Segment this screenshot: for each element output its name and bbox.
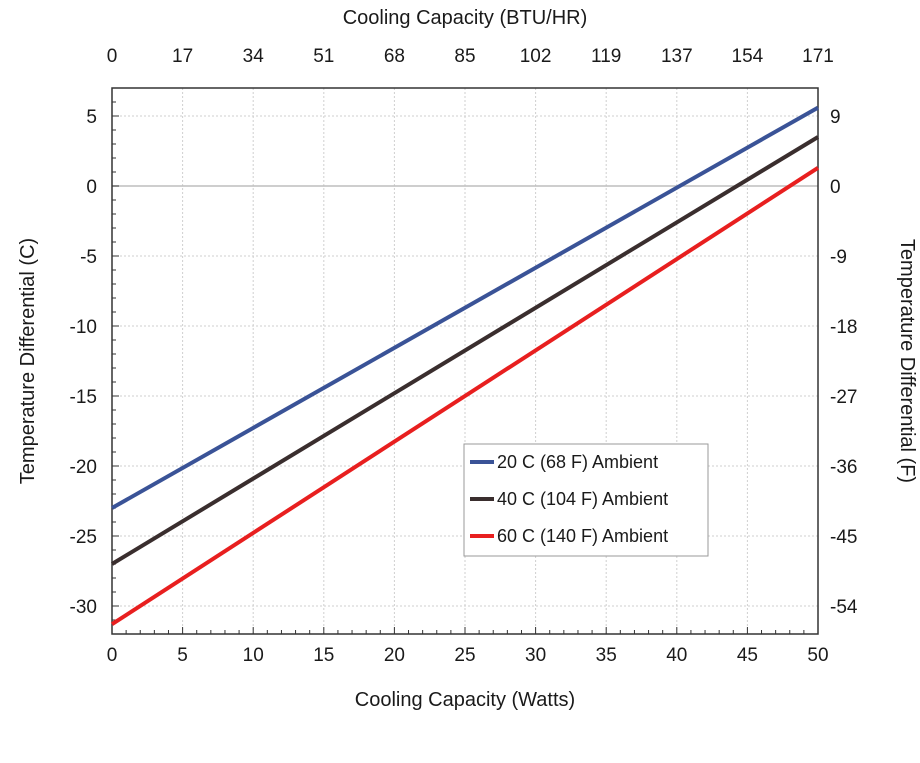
series-line-2 [110,135,820,566]
legend: 20 C (68 F) Ambient 40 C (104 F) Ambient… [463,443,709,557]
tick-labels: 0 5 10 15 20 25 30 35 40 45 500 17 34 51 68 85 102 119 137… [70,46,858,666]
y-tick-label: -20 [70,457,97,478]
top-tick-label: 51 [313,46,334,67]
x-tick-label: 40 [666,645,687,666]
x-tick-label: 10 [243,645,264,666]
x-tick-label: 45 [737,645,758,666]
x-axis-title: Cooling Capacity (Watts) [355,689,575,711]
x-tick-label: 30 [525,645,546,666]
top-tick-label: 34 [243,46,265,67]
right-tick-label: -18 [830,317,857,338]
right-tick-label: -27 [830,387,857,408]
y-tick-label: 0 [86,177,97,198]
top-tick-label: 137 [661,46,693,67]
top-tick-label: 85 [454,46,475,67]
right-tick-label: -45 [830,527,857,548]
series-lines [110,105,820,626]
x-tick-label: 15 [313,645,334,666]
y-tick-label: -15 [70,387,97,408]
top-tick-label: 119 [591,46,621,67]
right-axis-title: Temperature Differential (F) [896,239,918,483]
top-tick-label: 68 [384,46,405,67]
series-line-3 [110,166,820,626]
right-tick-label: -54 [830,597,858,618]
y-tick-label: 5 [86,107,97,128]
top-tick-label: 0 [107,46,118,67]
x-tick-label: 35 [596,645,617,666]
legend-box [463,443,709,557]
y-tick-label: -10 [70,317,97,338]
top-axis-title: Cooling Capacity (BTU/HR) [343,7,588,29]
right-tick-label: -36 [830,457,857,478]
y-tick-label: -30 [70,597,97,618]
legend-label-3: 60 C (140 F) Ambient [497,526,668,546]
y-axis-title: Temperature Differential (C) [17,238,39,484]
right-tick-label: 0 [830,177,841,198]
series-line-1 [111,105,819,510]
top-tick-label: 154 [732,46,764,67]
x-tick-label: 25 [454,645,475,666]
x-tick-label: 50 [807,645,828,666]
top-tick-label: 17 [172,46,193,67]
x-tick-label: 0 [107,645,118,666]
top-tick-label: 171 [802,46,834,67]
y-tick-label: -25 [70,527,97,548]
legend-label-1: 20 C (68 F) Ambient [497,452,658,472]
legend-label-2: 40 C (104 F) Ambient [497,489,668,509]
y-tick-label: -5 [80,247,97,268]
top-tick-label: 102 [520,46,552,67]
x-tick-label: 20 [384,645,405,666]
right-tick-label: -9 [830,247,847,268]
x-tick-label: 5 [177,645,188,666]
right-tick-label: 9 [830,107,841,128]
